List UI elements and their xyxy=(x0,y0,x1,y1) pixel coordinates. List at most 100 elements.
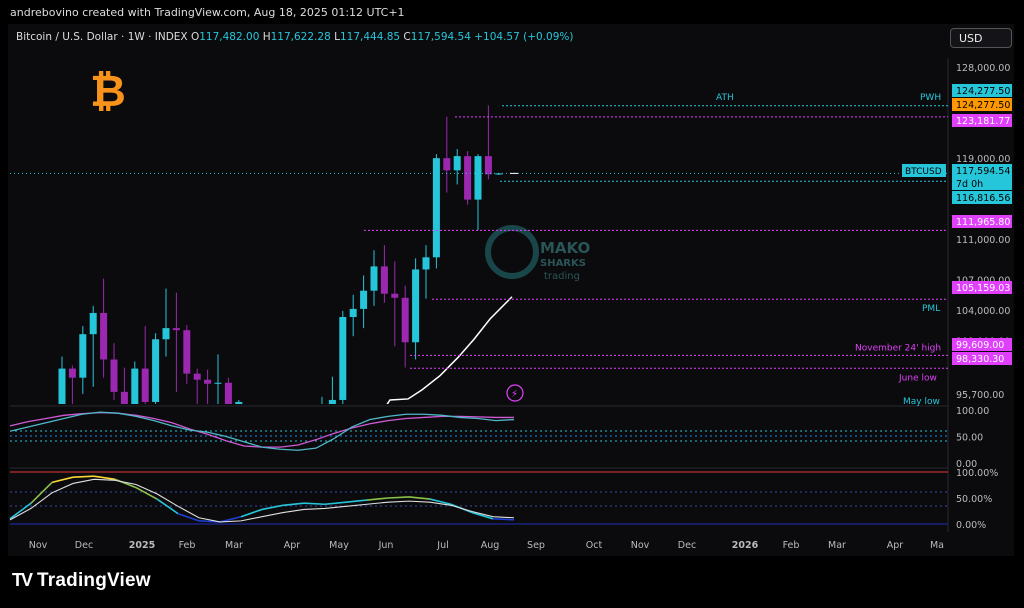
pwh-price-tag: 124,277.50 xyxy=(956,100,1010,111)
may-low-label: May low xyxy=(903,397,940,407)
level-tag-111965: 111,965.80 xyxy=(956,217,1010,228)
candle-body[interactable] xyxy=(193,373,201,380)
tradingview-logo-icon: TV xyxy=(12,570,33,590)
change-value: +104.57 (+0.09%) xyxy=(474,31,574,43)
y-tick-label: 128,000.00 xyxy=(956,63,1010,74)
level-tag-105159-bg xyxy=(952,281,1012,294)
osc2-color-segment xyxy=(282,502,305,507)
candle-body[interactable] xyxy=(401,297,409,343)
candle-body[interactable] xyxy=(464,156,472,200)
candle-body[interactable] xyxy=(484,156,492,175)
candle-body[interactable] xyxy=(339,316,347,400)
close-value: 117,594.54 xyxy=(410,31,471,43)
osc1-tick-label: 50.00 xyxy=(956,433,983,444)
osc2-color-segment xyxy=(30,481,53,504)
osc2-white-line xyxy=(9,478,515,523)
candle-body[interactable] xyxy=(370,266,378,291)
moving-average-line xyxy=(386,296,513,404)
btcusd-label: BTCUSD xyxy=(905,167,942,177)
candle-body[interactable] xyxy=(58,368,66,433)
candle-body[interactable] xyxy=(360,290,368,309)
candle-body[interactable] xyxy=(204,379,212,384)
low-label: L xyxy=(334,31,340,43)
candle-body[interactable] xyxy=(298,513,305,518)
candle-body[interactable] xyxy=(277,503,284,533)
candle-body[interactable] xyxy=(110,359,118,392)
candle-body[interactable] xyxy=(474,156,482,200)
tradingview-brand[interactable]: TV TradingView xyxy=(12,570,151,592)
watermark-line2: SHARKS xyxy=(540,258,586,269)
creator-caption: andrebovino created with TradingView.com… xyxy=(10,6,405,19)
candle-body[interactable] xyxy=(162,328,170,340)
pml-label: PML xyxy=(922,304,940,314)
osc2-tick-label: 0.00% xyxy=(956,520,986,531)
countdown-bg xyxy=(952,177,1012,190)
high-value: 117,622.28 xyxy=(270,31,331,43)
candle-body[interactable] xyxy=(235,401,243,410)
x-tick-label: Nov xyxy=(29,540,48,551)
osc2-color-segment xyxy=(93,475,116,481)
x-tick-label: 2026 xyxy=(732,540,759,551)
y-tick-label: 104,000.00 xyxy=(956,306,1010,317)
watermark-line3: trading xyxy=(544,271,580,282)
candle-body[interactable] xyxy=(432,158,440,258)
y-tick-label: 95,700.00 xyxy=(956,390,1004,401)
open-value: 117,482.00 xyxy=(199,31,260,43)
candle-body[interactable] xyxy=(141,368,149,402)
candle-body[interactable] xyxy=(380,266,388,294)
osc2-color-segment xyxy=(387,496,410,499)
candle-body[interactable] xyxy=(224,382,232,410)
level-tag-116816: 116,816.56 xyxy=(956,193,1010,204)
x-tick-label: Apr xyxy=(887,540,904,551)
level-tag-98330: 98,330.30 xyxy=(956,354,1004,365)
x-tick-label: Dec xyxy=(75,540,93,551)
close-label: C xyxy=(403,31,411,43)
candle-body[interactable] xyxy=(443,158,451,171)
osc2-color-segment xyxy=(51,476,74,484)
level-tag-99609-bg xyxy=(952,338,1012,351)
candle-body[interactable] xyxy=(319,409,326,501)
candle-body[interactable] xyxy=(172,328,180,331)
bitcoin-logo-icon: ₿ xyxy=(90,66,126,117)
candle-body[interactable] xyxy=(214,382,222,384)
candle-body[interactable] xyxy=(391,293,399,298)
candle-body[interactable] xyxy=(120,391,128,410)
osc1-cyan-line xyxy=(9,411,515,451)
candle-body[interactable] xyxy=(287,518,294,533)
x-tick-label: Apr xyxy=(284,540,301,551)
watermark-shark-icon xyxy=(485,225,539,279)
osc2-tick-label: 50.00% xyxy=(956,494,992,505)
ath-price-tag: 124,277.50 xyxy=(956,86,1010,97)
x-tick-label: Nov xyxy=(631,540,650,551)
candle-body[interactable] xyxy=(328,399,336,409)
candle-body[interactable] xyxy=(68,368,76,378)
osc2-color-segment xyxy=(219,515,242,523)
candle-body[interactable] xyxy=(412,269,420,343)
open-label: O xyxy=(190,31,200,43)
candle-body[interactable] xyxy=(131,368,139,410)
chart-panel[interactable] xyxy=(8,24,1014,556)
osc2-color-segment xyxy=(471,511,494,520)
candle-body[interactable] xyxy=(152,339,160,402)
currency-button[interactable]: USD xyxy=(950,28,1012,48)
candle-body[interactable] xyxy=(349,308,357,317)
x-tick-label: Jun xyxy=(378,540,394,551)
level-tag-116816-bg xyxy=(952,191,1012,204)
candle-body[interactable] xyxy=(422,257,430,270)
osc1-magenta-line xyxy=(9,411,514,448)
osc2-color-segment xyxy=(9,502,32,520)
osc2-color-segment xyxy=(429,498,452,506)
level-tag-123181: 123,181.77 xyxy=(956,116,1010,127)
high-label: H xyxy=(262,31,271,43)
x-tick-label: Sep xyxy=(527,540,545,551)
candle-body[interactable] xyxy=(100,312,108,360)
candle-body[interactable] xyxy=(79,334,87,378)
candle-body[interactable] xyxy=(89,312,97,335)
symbol-info: Bitcoin / U.S. Dollar · 1W · INDEX O117,… xyxy=(16,31,573,43)
watermark-line1: MAKO xyxy=(540,239,590,257)
candle-body[interactable] xyxy=(183,330,191,374)
x-tick-label: Oct xyxy=(586,540,603,551)
candle-body[interactable] xyxy=(495,173,503,175)
candle-body[interactable] xyxy=(453,156,461,171)
